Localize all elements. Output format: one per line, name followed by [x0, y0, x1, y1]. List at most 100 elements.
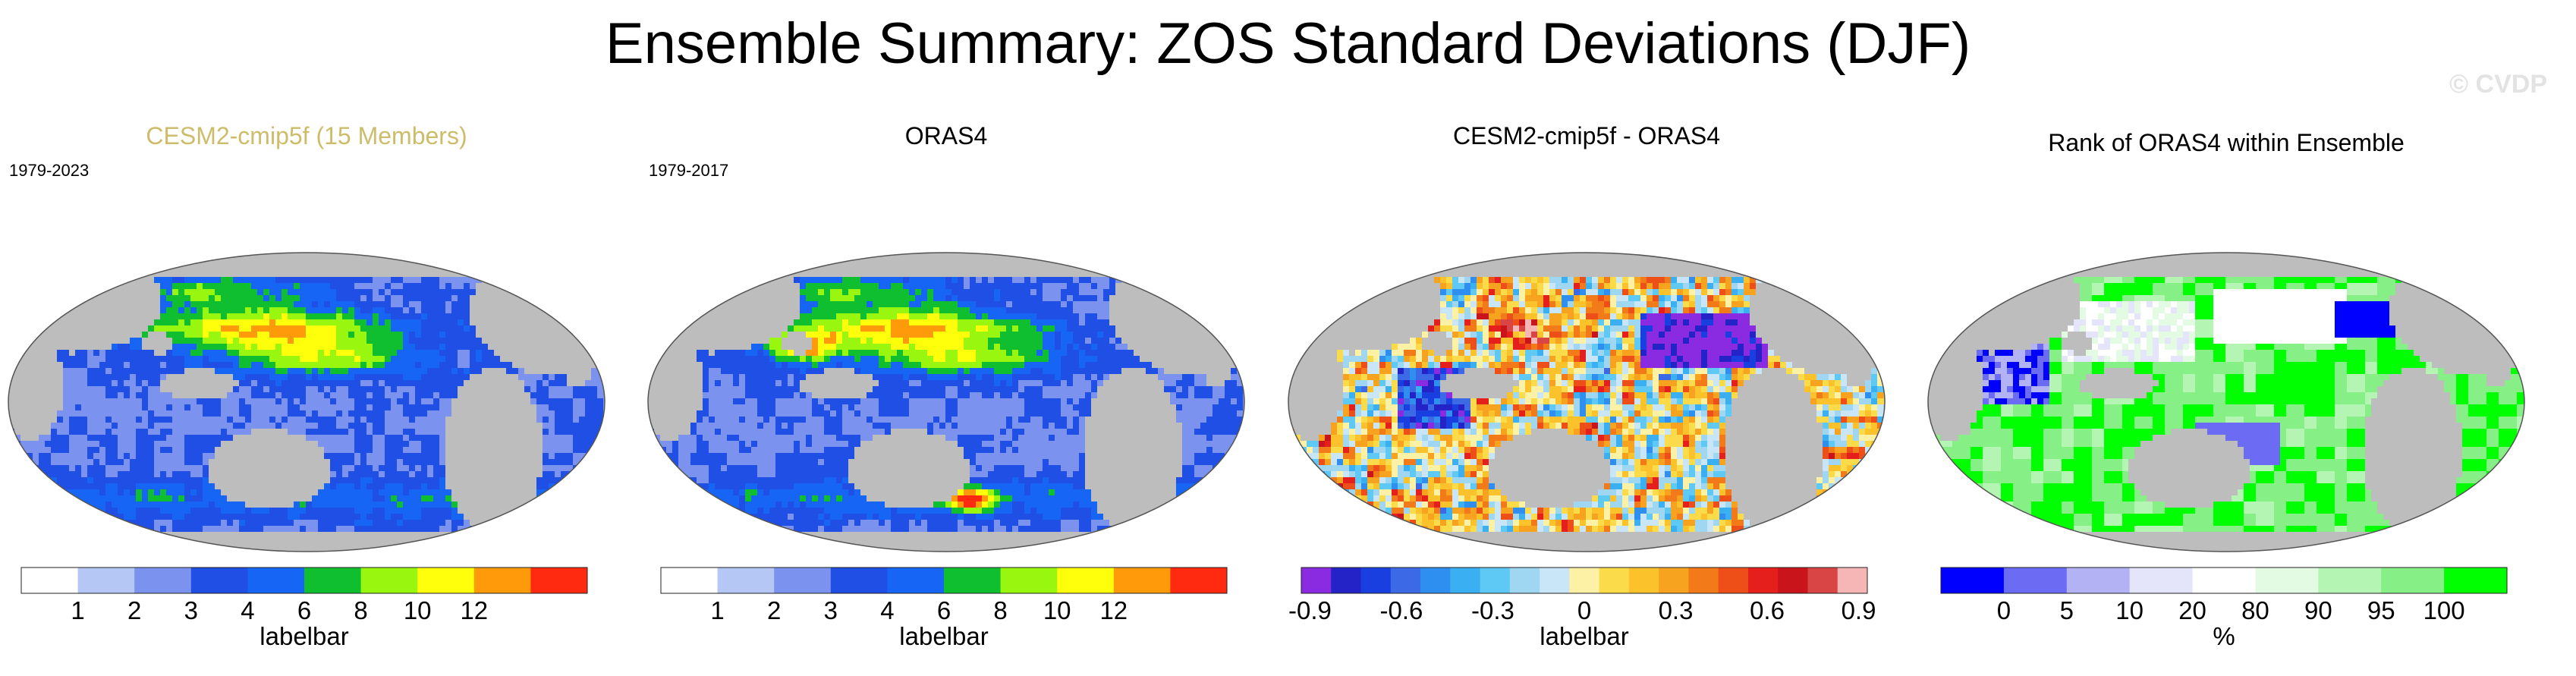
grid-cell	[903, 277, 909, 283]
grid-cell	[543, 374, 549, 380]
grid-cell	[209, 447, 215, 453]
grid-cell	[591, 380, 597, 386]
grid-cell	[543, 453, 549, 459]
grid-cell	[1091, 325, 1097, 332]
grid-cell	[105, 459, 112, 465]
grid-cell	[597, 514, 603, 520]
grid-cell	[306, 313, 312, 319]
grid-cell	[275, 514, 282, 520]
grid-cell	[215, 319, 221, 325]
grid-cell	[130, 453, 136, 459]
grid-cell	[951, 319, 958, 325]
grid-cell	[190, 307, 197, 313]
grid-cell	[373, 319, 379, 325]
grid-cell	[294, 362, 300, 368]
grid-cell	[245, 368, 251, 374]
grid-cell	[794, 380, 800, 386]
grid-cell	[555, 429, 561, 435]
grid-cell	[118, 514, 124, 520]
grid-cell	[130, 520, 136, 526]
grid-cell	[970, 386, 976, 392]
grid-cell	[354, 374, 360, 380]
grid-cell	[818, 465, 824, 471]
grid-cell	[124, 398, 130, 404]
grid-cell	[739, 453, 745, 459]
grid-cell	[970, 477, 976, 483]
grid-cell	[739, 459, 745, 465]
grid-cell	[757, 423, 763, 429]
grid-cell	[385, 495, 391, 501]
grid-cell	[1000, 344, 1006, 350]
grid-cell	[794, 423, 800, 429]
grid-cell	[854, 410, 860, 417]
grid-cell	[1194, 447, 1200, 453]
grid-cell	[854, 332, 860, 338]
grid-cell	[842, 477, 848, 483]
grid-cell	[536, 392, 543, 398]
grid-cell	[306, 350, 312, 356]
grid-cell	[257, 307, 263, 313]
grid-cell	[579, 386, 585, 392]
grid-cell	[148, 423, 154, 429]
grid-cell	[715, 410, 721, 417]
grid-cell	[1024, 356, 1030, 362]
grid-cell	[142, 471, 148, 477]
grid-cell	[854, 307, 860, 313]
grid-cell	[1036, 368, 1043, 374]
grid-cell	[994, 417, 1000, 423]
grid-cell	[81, 526, 87, 532]
grid-cell	[697, 429, 703, 435]
grid-cell	[245, 392, 251, 398]
grid-cell	[1000, 356, 1006, 362]
grid-cell	[842, 435, 848, 441]
panel-period: 1979-2023	[9, 161, 90, 180]
grid-cell	[112, 344, 118, 350]
grid-cell	[166, 295, 172, 301]
grid-cell	[543, 459, 549, 465]
grid-cell	[597, 447, 603, 453]
grid-cell	[1079, 447, 1085, 453]
grid-cell	[154, 508, 160, 514]
grid-cell	[178, 368, 184, 374]
grid-cell	[982, 417, 988, 423]
grid-cell	[800, 295, 806, 301]
grid-cell	[373, 477, 379, 483]
grid-cell	[982, 386, 988, 392]
grid-cell	[215, 344, 221, 350]
grid-cell	[697, 410, 703, 417]
grid-cell	[1079, 417, 1085, 423]
grid-cell	[112, 471, 118, 477]
grid-cell	[184, 398, 190, 404]
grid-cell	[385, 356, 391, 362]
grid-cell	[1158, 368, 1164, 374]
grid-cell	[1079, 386, 1085, 392]
grid-cell	[982, 344, 988, 350]
grid-cell	[184, 362, 190, 368]
grid-cell	[251, 526, 257, 532]
grid-cell	[257, 350, 263, 356]
grid-cell	[306, 277, 312, 283]
grid-cell	[239, 392, 245, 398]
grid-cell	[415, 447, 421, 453]
grid-cell	[112, 429, 118, 435]
grid-cell	[63, 483, 69, 489]
grid-cell	[721, 392, 727, 398]
grid-cell	[221, 295, 227, 301]
grid-cell	[203, 471, 209, 477]
grid-cell	[769, 417, 775, 423]
grid-cell	[257, 526, 263, 532]
grid-cell	[1206, 417, 1213, 423]
grid-cell	[988, 477, 994, 483]
grid-cell	[1067, 435, 1073, 441]
grid-cell	[288, 313, 294, 319]
grid-cell	[1194, 392, 1200, 398]
grid-cell	[203, 441, 209, 447]
grid-cell	[788, 453, 794, 459]
grid-cell	[1043, 447, 1049, 453]
grid-cell	[1043, 410, 1049, 417]
grid-cell	[579, 398, 585, 404]
grid-cell	[318, 514, 324, 520]
grid-cell	[903, 319, 909, 325]
grid-cell	[1067, 295, 1073, 301]
grid-cell	[994, 398, 1000, 404]
